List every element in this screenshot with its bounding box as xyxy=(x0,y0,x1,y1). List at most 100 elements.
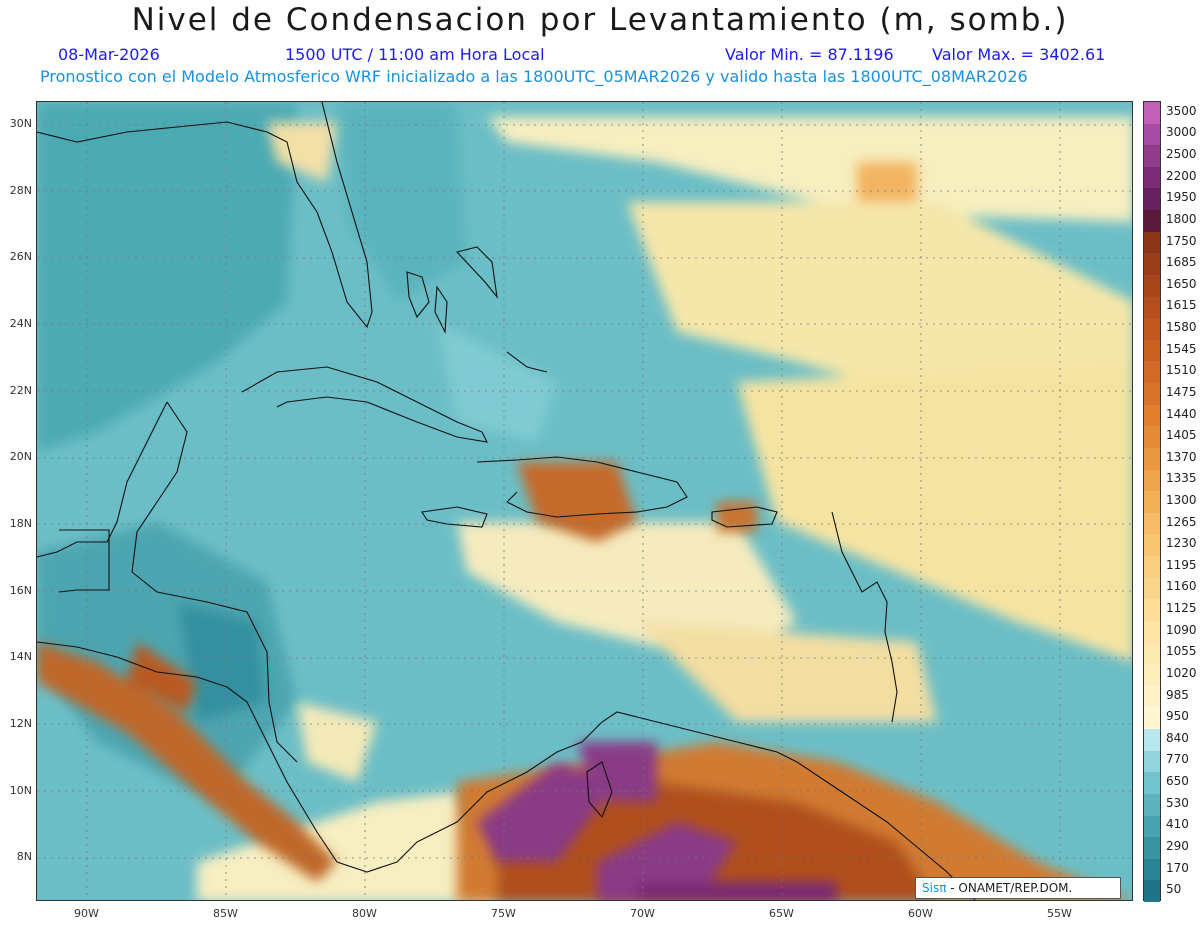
legend-swatch xyxy=(1144,296,1160,319)
legend-label: 1370 xyxy=(1166,449,1197,464)
legend-label: 1800 xyxy=(1166,211,1197,226)
lat-tick: 12N xyxy=(9,717,32,730)
legend-label: 1440 xyxy=(1166,406,1197,421)
legend-swatch xyxy=(1144,361,1160,384)
legend-label: 1020 xyxy=(1166,665,1197,680)
legend-label: 1300 xyxy=(1166,493,1197,507)
lat-tick: 26N xyxy=(9,250,32,263)
legend-label: 1265 xyxy=(1166,514,1197,529)
legend-swatch xyxy=(1144,793,1160,816)
legend-label: 840 xyxy=(1166,730,1189,745)
legend-swatch xyxy=(1144,577,1160,600)
legend-label: 1580 xyxy=(1166,320,1197,335)
legend-label: 3000 xyxy=(1166,125,1197,140)
legend-label: 1055 xyxy=(1166,644,1197,659)
legend-label: 1750 xyxy=(1166,233,1197,248)
legend-swatch xyxy=(1144,188,1160,211)
legend-swatch xyxy=(1144,772,1160,795)
lon-tick: 80W xyxy=(352,907,377,920)
legend-label: 650 xyxy=(1166,774,1189,789)
legend-swatch xyxy=(1144,620,1160,644)
legend-swatch xyxy=(1144,707,1160,730)
legend-label: 1545 xyxy=(1166,341,1197,356)
legend-label: 2200 xyxy=(1166,168,1197,183)
min-value: Valor Min. = 87.1196 xyxy=(725,45,894,64)
legend-swatch xyxy=(1144,664,1160,687)
legend-label: 1160 xyxy=(1166,579,1197,594)
lat-tick: 10N xyxy=(9,784,32,797)
legend-label: 985 xyxy=(1166,687,1189,702)
legend-swatch xyxy=(1144,102,1160,125)
legend-label: 1125 xyxy=(1166,601,1197,616)
legend-label: 1335 xyxy=(1166,471,1197,486)
coastlines xyxy=(37,102,976,900)
legend-label: 1475 xyxy=(1166,384,1197,399)
legend-swatch xyxy=(1144,642,1160,665)
lat-tick: 28N xyxy=(9,184,32,197)
legend-label: 1950 xyxy=(1166,190,1197,205)
legend-label: 410 xyxy=(1166,817,1189,832)
map-area xyxy=(36,101,1133,901)
legend-swatch xyxy=(1144,404,1160,427)
legend-swatch xyxy=(1144,837,1160,860)
lat-tick: 14N xyxy=(9,650,32,663)
lat-tick: 22N xyxy=(9,384,32,397)
forecast-date: 08-Mar-2026 xyxy=(58,45,160,64)
legend-label: 1650 xyxy=(1166,276,1197,291)
legend-swatch xyxy=(1144,231,1160,254)
legend-label: 770 xyxy=(1166,752,1189,767)
lat-tick: 16N xyxy=(9,584,32,597)
legend-swatch xyxy=(1144,858,1160,881)
brand-logo: Sisπ xyxy=(922,881,947,895)
color-legend xyxy=(1143,101,1161,903)
legend-swatch xyxy=(1144,491,1160,514)
forecast-time: 1500 UTC / 11:00 am Hora Local xyxy=(285,45,545,64)
max-value: Valor Max. = 3402.61 xyxy=(932,45,1106,64)
legend-label: 1615 xyxy=(1166,298,1197,313)
legend-swatch xyxy=(1144,556,1160,579)
lat-tick: 24N xyxy=(9,317,32,330)
legend-swatch xyxy=(1144,750,1160,773)
legend-swatch xyxy=(1144,253,1160,276)
legend-swatch xyxy=(1144,534,1160,557)
legend-swatch xyxy=(1144,426,1160,449)
legend-label: 1405 xyxy=(1166,428,1197,443)
lon-tick: 55W xyxy=(1047,907,1072,920)
credit-org: - ONAMET/REP.DOM. xyxy=(950,881,1073,895)
legend-label: 3500 xyxy=(1166,103,1197,118)
legend-swatch xyxy=(1144,729,1160,752)
legend-swatch xyxy=(1144,123,1160,146)
lon-tick: 60W xyxy=(908,907,933,920)
lon-tick: 85W xyxy=(213,907,238,920)
legend-swatch xyxy=(1144,166,1160,189)
legend-label: 530 xyxy=(1166,795,1189,810)
legend-label: 1230 xyxy=(1166,536,1197,551)
legend-swatch xyxy=(1144,880,1160,903)
lon-tick: 70W xyxy=(630,907,655,920)
lat-tick: 18N xyxy=(9,517,32,530)
legend-label: 50 xyxy=(1166,882,1182,897)
legend-swatch xyxy=(1144,383,1160,406)
lcl-field xyxy=(37,102,1132,900)
legend-label: 2500 xyxy=(1166,147,1197,162)
lon-tick: 90W xyxy=(74,907,99,920)
legend-swatch xyxy=(1144,685,1160,708)
lat-tick: 30N xyxy=(9,117,32,130)
map-title: Nivel de Condensacion por Levantamiento … xyxy=(131,2,1069,38)
legend-label: 1685 xyxy=(1166,255,1197,270)
legend-swatch xyxy=(1144,599,1160,622)
legend-swatch xyxy=(1144,469,1160,492)
legend-swatch xyxy=(1144,318,1160,341)
lat-tick: 20N xyxy=(9,450,32,463)
legend-swatch xyxy=(1144,447,1160,471)
lat-tick: 8N xyxy=(16,850,32,863)
legend-label: 170 xyxy=(1166,860,1189,875)
legend-swatch xyxy=(1144,145,1160,168)
legend-swatch xyxy=(1144,512,1160,535)
legend-label: 1195 xyxy=(1166,557,1197,572)
lon-tick: 65W xyxy=(769,907,794,920)
legend-swatch xyxy=(1144,815,1160,838)
lon-tick: 75W xyxy=(491,907,516,920)
legend-swatch xyxy=(1144,339,1160,362)
legend-label: 290 xyxy=(1166,838,1189,853)
